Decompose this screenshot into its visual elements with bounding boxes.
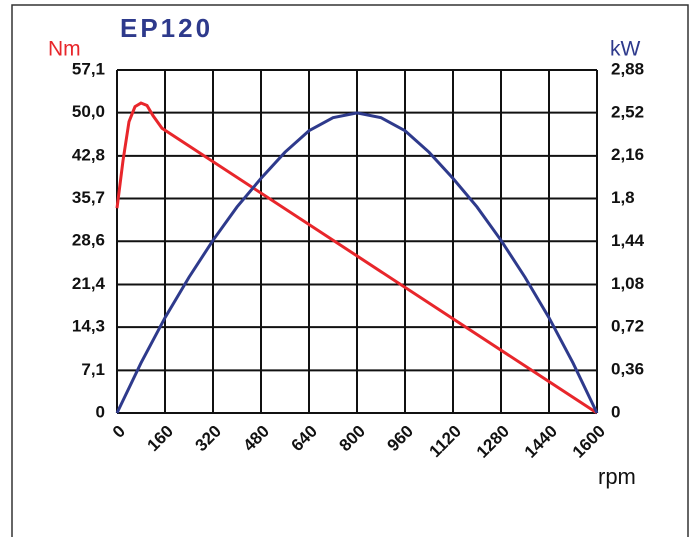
x-axis-label: rpm bbox=[598, 464, 636, 489]
y2-tick-label: 0,36 bbox=[611, 360, 644, 379]
x-tick-label: 800 bbox=[336, 422, 369, 455]
y-tick-label: 7,1 bbox=[81, 360, 105, 379]
y2-tick-label: 2,88 bbox=[611, 59, 644, 78]
y2-tick-label: 0 bbox=[611, 402, 620, 421]
y-tick-label: 50,0 bbox=[72, 102, 105, 121]
frame bbox=[11, 4, 689, 537]
y2-tick-label: 1,08 bbox=[611, 274, 644, 293]
x-tick-label: 640 bbox=[288, 422, 321, 455]
y-tick-label: 28,6 bbox=[72, 231, 105, 250]
y-tick-label: 57,1 bbox=[72, 59, 105, 78]
x-tick-label: 1600 bbox=[569, 422, 609, 462]
x-tick-label: 1440 bbox=[521, 422, 561, 462]
x-tick-label: 1120 bbox=[425, 422, 465, 462]
y-tick-label: 35,7 bbox=[72, 188, 105, 207]
x-tick-label: 320 bbox=[192, 422, 225, 455]
y-tick-label: 0 bbox=[96, 402, 105, 421]
x-tick-label: 960 bbox=[384, 422, 417, 455]
y-axis-label: Nm bbox=[48, 38, 81, 61]
y-tick-label: 21,4 bbox=[72, 274, 106, 293]
y2-tick-label: 0,72 bbox=[611, 317, 644, 336]
series-line bbox=[115, 101, 598, 415]
y-tick-label: 14,3 bbox=[72, 317, 105, 336]
y-tick-label: 42,8 bbox=[72, 145, 105, 164]
y2-axis-label: kW bbox=[610, 38, 641, 61]
y2-tick-label: 2,52 bbox=[611, 102, 644, 121]
y2-tick-label: 1,44 bbox=[611, 231, 645, 250]
series-line bbox=[115, 111, 599, 414]
x-tick-label: 160 bbox=[144, 422, 177, 455]
chart-title: EP120 bbox=[120, 13, 213, 43]
x-tick-label: 0 bbox=[109, 422, 129, 442]
y2-tick-label: 2,16 bbox=[611, 145, 644, 164]
y2-tick-label: 1,8 bbox=[611, 188, 635, 207]
x-tick-label: 1280 bbox=[473, 422, 513, 462]
x-tick-label: 480 bbox=[240, 422, 273, 455]
